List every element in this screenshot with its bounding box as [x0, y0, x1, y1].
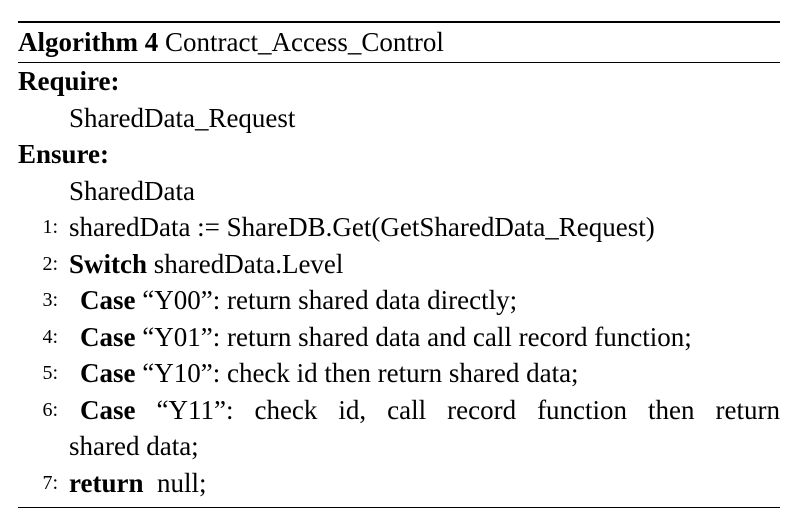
- line-text: “Y10”: check id then return shared data;: [142, 358, 579, 388]
- algorithm-line-4: 4: Case “Y01”: return shared data and ca…: [18, 319, 780, 356]
- algorithm-caption: Algorithm 4 Contract_Access_Control: [18, 23, 780, 62]
- line-number: 2:: [42, 252, 58, 275]
- line-content: Case “Y10”: check id then return shared …: [69, 355, 780, 392]
- line-text: sharedData.Level: [153, 248, 344, 279]
- line-content: Case “Y00”: return shared data directly;: [69, 282, 780, 319]
- switch-keyword: Switch: [69, 248, 148, 279]
- line-text: null;: [157, 467, 207, 498]
- ensure-label: Ensure:: [18, 139, 110, 169]
- line-content: Case “Y01”: return shared data and call …: [69, 319, 780, 356]
- require-value-line: SharedData_Request: [18, 100, 780, 137]
- caption-rule: [18, 62, 780, 63]
- line-text: “Y01”: return shared data and call recor…: [142, 321, 692, 352]
- top-rule: [18, 21, 780, 23]
- line-number: 6:: [42, 398, 58, 421]
- algorithm-block: Algorithm 4 Contract_Access_Control Requ…: [18, 21, 780, 508]
- bottom-rule: [18, 507, 780, 508]
- case-keyword: Case: [80, 285, 136, 315]
- line-text: “Y00”: return shared data directly;: [142, 285, 518, 315]
- algorithm-line-3: 3: Case “Y00”: return shared data direct…: [18, 282, 780, 319]
- require-line: Require:: [18, 63, 780, 100]
- case-keyword: Case: [80, 358, 136, 388]
- algorithm-body: Require: SharedData_Request Ensure: Shar…: [18, 63, 780, 501]
- line-content: Case “Y11”: check id, call record functi…: [69, 392, 780, 429]
- line-number: 5:: [42, 362, 58, 384]
- line-text: sharedData := ShareDB.Get(GetSharedData_…: [69, 212, 655, 242]
- algorithm-name: Contract_Access_Control: [164, 27, 444, 57]
- algorithm-line-5: 5: Case “Y10”: check id then return shar…: [18, 355, 780, 392]
- algorithm-label: Algorithm 4: [18, 27, 159, 57]
- line-continuation-text: shared data;: [69, 431, 199, 461]
- algorithm-line-6-continuation: shared data;: [18, 428, 780, 465]
- algorithm-line-1: 1: sharedData := ShareDB.Get(GetSharedDa…: [18, 209, 780, 246]
- line-number: 1:: [42, 216, 58, 238]
- case-keyword: Case: [80, 394, 136, 425]
- return-keyword: return: [69, 467, 144, 498]
- case-keyword: Case: [80, 321, 136, 352]
- ensure-line: Ensure:: [18, 136, 780, 173]
- line-content: Switch sharedData.Level: [69, 246, 780, 283]
- ensure-value: SharedData: [69, 175, 195, 206]
- line-number: 7:: [42, 471, 58, 494]
- require-value: SharedData_Request: [69, 102, 296, 133]
- algorithm-line-2: 2: Switch sharedData.Level: [18, 246, 780, 283]
- line-number: 3:: [42, 289, 58, 311]
- ensure-value-line: SharedData: [18, 173, 780, 210]
- line-number: 4:: [42, 325, 58, 348]
- require-label: Require:: [18, 66, 120, 96]
- line-content: return null;: [69, 465, 780, 502]
- line-text: “Y11”: check id, call record function th…: [156, 394, 781, 425]
- algorithm-line-7: 7: return null;: [18, 465, 780, 502]
- algorithm-line-6: 6: Case “Y11”: check id, call record fun…: [18, 392, 780, 429]
